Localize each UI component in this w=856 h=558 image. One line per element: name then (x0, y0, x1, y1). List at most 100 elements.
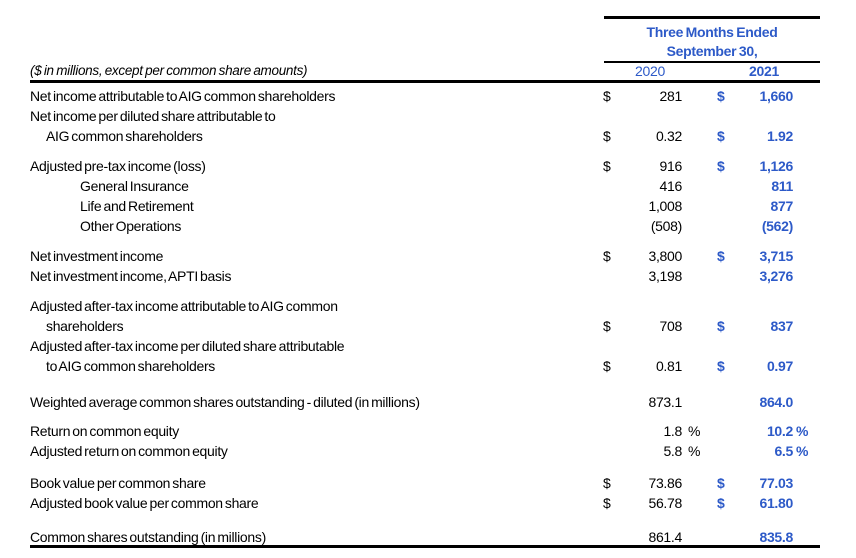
row-spacer (0, 376, 856, 392)
rule-under-column-headers (30, 80, 820, 83)
percent-sign-2021: % (796, 443, 809, 459)
value-2021: 837 (770, 318, 794, 334)
value-2021: 877 (770, 198, 794, 214)
dollar-sign-2020: $ (603, 158, 611, 174)
row-label: Life and Retirement (80, 198, 194, 214)
dollar-sign-2021: $ (717, 248, 725, 264)
row-label: Net investment income, APTI basis (30, 268, 232, 284)
value-2021: 10.2 (766, 423, 793, 439)
row-spacer (0, 236, 856, 246)
value-2021: 835.8 (759, 529, 793, 545)
value-2020: 3,198 (648, 268, 682, 284)
rule-table-bottom (30, 545, 820, 548)
row-label: AIG common shareholders (46, 128, 203, 144)
row-label: Net investment income (30, 248, 164, 264)
value-2020: 416 (659, 178, 683, 194)
value-2020: 861.4 (648, 529, 682, 545)
table-body: Net income attributable to AIG common sh… (0, 86, 856, 547)
value-2021: 3,276 (759, 268, 793, 284)
units-note: ($ in millions, except per common share … (30, 63, 308, 78)
row-label: Adjusted pre-tax income (loss) (30, 158, 206, 174)
value-2020: 708 (659, 318, 683, 334)
value-2021: 61.80 (759, 495, 793, 511)
table-row: Life and Retirement 1,008 877 (0, 196, 856, 216)
dollar-sign-2020: $ (603, 318, 611, 334)
table-row: AIG common shareholders $0.32 $1.92 (0, 126, 856, 146)
row-spacer (0, 286, 856, 296)
row-label: Net income attributable to AIG common sh… (30, 88, 336, 104)
row-label: Net income per diluted share attributabl… (30, 108, 276, 124)
dollar-sign-2020: $ (603, 475, 611, 491)
dollar-sign-2021: $ (717, 88, 725, 104)
value-2021: 77.03 (759, 475, 793, 491)
table-row: Net income per diluted share attributabl… (0, 106, 856, 126)
row-label: Adjusted return on common equity (30, 443, 228, 459)
dollar-sign-2020: $ (603, 88, 611, 104)
value-2021: 864.0 (759, 394, 793, 410)
value-2020: 56.78 (648, 495, 682, 511)
percent-sign-2020: % (688, 423, 701, 439)
column-header-2020: 2020 (635, 63, 665, 79)
table-row: Adjusted pre-tax income (loss) $916 $1,126 (0, 156, 856, 176)
table-row: shareholders $708 $837 (0, 316, 856, 336)
table-row: Common shares outstanding (in millions) 8… (0, 527, 856, 547)
row-label: shareholders (46, 318, 124, 334)
dollar-sign-2021: $ (717, 495, 725, 511)
value-2021: (562) (761, 218, 793, 234)
dollar-sign-2021: $ (717, 318, 725, 334)
row-spacer (0, 412, 856, 421)
row-label: Return on common equity (30, 423, 179, 439)
value-2020: 916 (659, 158, 683, 174)
table-row: Adjusted book value per common share $56.… (0, 493, 856, 513)
value-2021: 811 (771, 178, 793, 194)
value-2020: 0.81 (655, 358, 682, 374)
period-header: Three Months Ended September 30, (604, 23, 820, 61)
table-row: General Insurance 416 811 (0, 176, 856, 196)
dollar-sign-2020: $ (603, 248, 611, 264)
table-row: Net income attributable to AIG common sh… (0, 86, 856, 106)
table-row: Weighted average common shares outstandi… (0, 392, 856, 412)
row-label: to AIG common shareholders (46, 358, 216, 374)
row-spacer (0, 461, 856, 473)
dollar-sign-2021: $ (717, 358, 725, 374)
row-label: Common shares outstanding (in millions) (30, 529, 266, 545)
table-row: Book value per common share $73.86 $77.03 (0, 473, 856, 493)
value-2020: 1.8 (663, 423, 682, 439)
table-row: Net investment income, APTI basis 3,198 3,… (0, 266, 856, 286)
table-row: Return on common equity 1.8% 10.2% (0, 421, 856, 441)
value-2020: 281 (659, 88, 683, 104)
table-row: to AIG common shareholders $0.81 $0.97 (0, 356, 856, 376)
period-header-line2: September 30, (666, 43, 758, 59)
dollar-sign-2021: $ (717, 475, 725, 491)
row-spacer (0, 513, 856, 527)
rule-above-period-header (604, 16, 820, 19)
value-2021: 1.92 (766, 128, 793, 144)
rule-under-period-header (604, 61, 820, 63)
row-label: Adjusted book value per common share (30, 495, 259, 511)
dollar-sign-2021: $ (717, 158, 725, 174)
table-row: Adjusted return on common equity 5.8% 6.5% (0, 441, 856, 461)
value-2020: 0.32 (655, 128, 682, 144)
row-label: Other Operations (80, 218, 182, 234)
row-label: Adjusted after-tax income attributable t… (30, 298, 338, 314)
row-label: General Insurance (80, 178, 189, 194)
column-header-2021: 2021 (749, 63, 779, 79)
table-row: Net investment income $3,800 $3,715 (0, 246, 856, 266)
period-header-line1: Three Months Ended (646, 24, 778, 40)
value-2021: 1,660 (759, 88, 793, 104)
value-2020: 73.86 (648, 475, 682, 491)
row-label: Book value per common share (30, 475, 206, 491)
value-2021: 3,715 (759, 248, 793, 264)
row-label: Weighted average common shares outstandi… (30, 394, 420, 410)
dollar-sign-2020: $ (603, 128, 611, 144)
table-row: Adjusted after-tax income attributable t… (0, 296, 856, 316)
value-2020: 873.1 (648, 394, 682, 410)
dollar-sign-2021: $ (717, 128, 725, 144)
table-row: Other Operations (508) (562) (0, 216, 856, 236)
value-2021: 0.97 (766, 358, 793, 374)
percent-sign-2020: % (688, 443, 701, 459)
table-row: Adjusted after-tax income per diluted sh… (0, 336, 856, 356)
percent-sign-2021: % (796, 423, 809, 439)
value-2021: 6.5 (774, 443, 793, 459)
